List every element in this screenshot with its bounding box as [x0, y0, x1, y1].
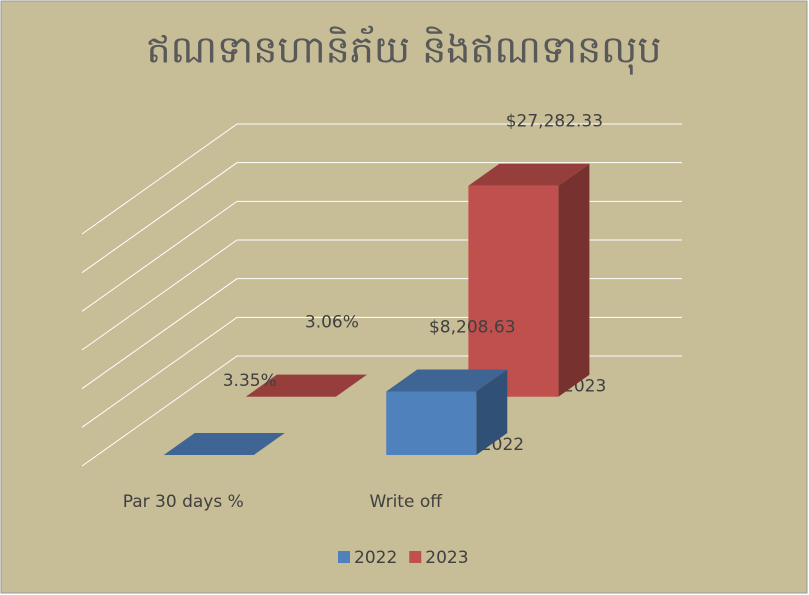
chart-title: ឥណទានហានិភ័យ និងឥណទានលុប [147, 26, 662, 76]
data-label: $8,208.63 [429, 318, 516, 338]
bar-side [253, 432, 285, 455]
bar-side [558, 163, 590, 397]
bar-top [468, 163, 590, 186]
data-label: 3.35% [223, 371, 277, 391]
x-tick-label: Write off [370, 492, 444, 512]
legend-swatch [338, 551, 350, 563]
bar-front [468, 185, 559, 397]
data-label: $27,282.33 [506, 112, 603, 132]
grid-line [81, 162, 682, 274]
bar-side [476, 369, 508, 455]
bar-top [245, 374, 367, 397]
legend-swatch [409, 551, 422, 563]
legend-label: 2022 [354, 548, 397, 568]
bar-side [335, 374, 367, 397]
legend-label: 2023 [425, 548, 468, 568]
data-label: 3.06% [305, 313, 359, 333]
x-tick-label: Par 30 days % [123, 492, 244, 512]
bar-top [163, 432, 285, 455]
grid-line [81, 123, 682, 235]
bar-top [386, 369, 508, 392]
bar-front [386, 391, 477, 455]
